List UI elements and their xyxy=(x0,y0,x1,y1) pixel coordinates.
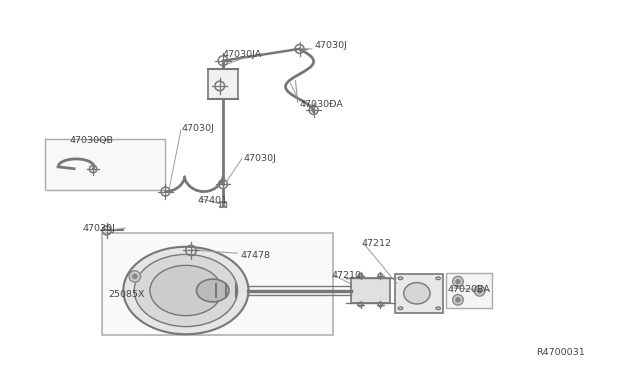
Text: 47212: 47212 xyxy=(362,238,392,248)
Ellipse shape xyxy=(452,295,463,305)
Text: 47020BA: 47020BA xyxy=(448,285,491,294)
Ellipse shape xyxy=(452,276,463,287)
Text: 47030J: 47030J xyxy=(83,224,115,233)
Bar xyxy=(396,274,444,313)
Text: 47030QB: 47030QB xyxy=(70,136,113,145)
Text: 47401: 47401 xyxy=(197,196,227,205)
Ellipse shape xyxy=(132,274,138,279)
Text: 47030J: 47030J xyxy=(243,154,276,163)
Text: 25085X: 25085X xyxy=(108,290,145,299)
Ellipse shape xyxy=(404,283,430,304)
Bar xyxy=(102,233,333,335)
Ellipse shape xyxy=(477,288,482,293)
Text: 47030ÐA: 47030ÐA xyxy=(300,100,344,109)
Ellipse shape xyxy=(456,297,460,302)
Text: R4700031: R4700031 xyxy=(536,347,584,356)
Text: 47030JA: 47030JA xyxy=(223,50,262,59)
Ellipse shape xyxy=(134,254,237,327)
Ellipse shape xyxy=(129,271,141,282)
Ellipse shape xyxy=(474,286,485,296)
Bar xyxy=(447,273,492,308)
Bar xyxy=(351,278,390,303)
Text: 47030J: 47030J xyxy=(315,41,348,51)
Text: 47478: 47478 xyxy=(240,251,270,260)
Ellipse shape xyxy=(196,279,229,302)
Ellipse shape xyxy=(456,279,460,284)
Ellipse shape xyxy=(150,265,222,316)
Text: 47030J: 47030J xyxy=(181,124,214,134)
Bar xyxy=(45,139,166,190)
Bar xyxy=(207,69,238,99)
Ellipse shape xyxy=(124,247,248,334)
Text: 47210: 47210 xyxy=(332,271,362,280)
